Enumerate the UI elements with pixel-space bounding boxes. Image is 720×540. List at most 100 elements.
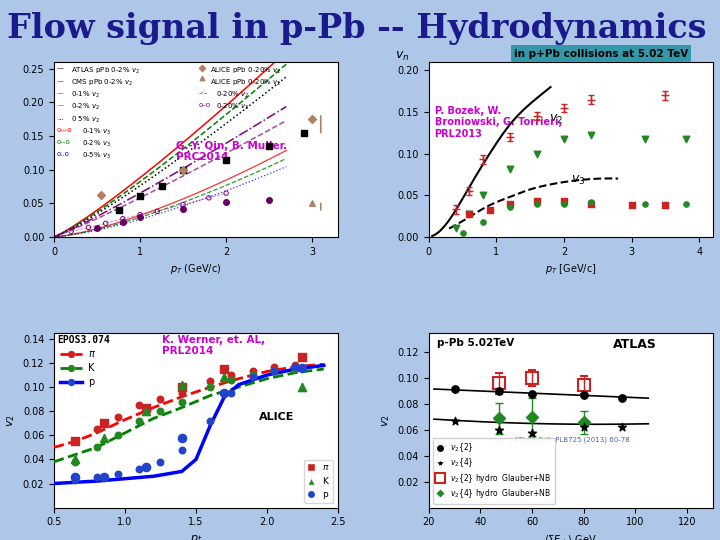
Point [298,129,310,137]
Point [135,212,146,221]
0-2% $v_2$ [50,233,59,240]
Point [269,362,280,371]
Text: K. Werner, et. AL,
PRL2014: K. Werner, et. AL, PRL2014 [162,335,265,356]
0-1% $v_2$ [282,48,291,55]
Text: o—o: o—o [57,127,72,133]
Text: 0-1% $v_2$: 0-1% $v_2$ [71,90,100,100]
0-1% $v_2$ [271,59,279,65]
Point [680,199,691,208]
Text: ALICE pPb 0-20% $v_2$: ALICE pPb 0-20% $v_2$ [210,78,282,88]
Point [177,165,189,174]
Legend: $\pi$, K, p: $\pi$, K, p [305,460,333,503]
0-1% $v_2$ [262,66,271,73]
Point [70,437,81,445]
Point [639,199,651,208]
Point [140,403,152,412]
Point [176,383,187,391]
Line: 0-2% $v_2$: 0-2% $v_2$ [55,64,287,237]
Point [176,397,187,406]
Point [177,165,189,174]
Point [585,131,597,140]
Y-axis label: $v_2$: $v_2$ [380,414,392,427]
Point [492,426,504,434]
0·5% $v_2$ [50,233,59,240]
Point [70,437,81,445]
Point [449,384,460,393]
Text: CMS pPb 0-2% $v_2$: CMS pPb 0-2% $v_2$ [71,78,133,88]
Point [297,363,308,372]
Point [135,210,146,219]
Point [176,446,187,454]
Line: 0-1% $v_2$: 0-1% $v_2$ [55,51,287,237]
Text: 0-20% $v_3$: 0-20% $v_3$ [216,102,250,112]
Point [117,214,129,223]
Point [96,191,107,199]
Point [617,423,629,431]
Point [176,389,187,397]
Point [220,198,232,206]
Point [204,416,216,425]
Point [660,201,671,210]
Point [247,371,258,380]
0·5% $v_2$ [112,198,121,205]
Text: –·–: –·– [199,90,208,96]
Point [133,401,145,409]
0-1% $v_2$ [50,233,59,240]
Point [531,199,543,208]
Point [269,367,280,376]
Point [91,443,102,451]
Text: ...: ... [57,114,63,120]
Text: —: — [57,65,64,72]
Text: $\pi$: $\pi$ [88,349,96,360]
0·5% $v_2$ [65,227,73,233]
Point [558,199,570,208]
Point [247,373,258,382]
Text: 0-2% $v_3$: 0-2% $v_3$ [82,139,112,149]
Point [449,416,460,425]
Point [457,228,469,237]
Point [112,470,124,478]
Point [531,149,543,158]
Point [504,164,516,173]
Point [639,134,651,143]
0·5% $v_2$ [282,73,291,80]
0-2% $v_2$ [65,226,73,233]
Point [504,202,516,211]
0·5% $v_2$ [271,83,279,89]
Point [112,413,124,422]
Point [297,353,308,361]
Point [585,198,597,206]
X-axis label: $p_t$: $p_t$ [190,533,202,540]
Point [526,428,538,437]
0-2% $v_2$ [60,229,68,235]
Point [133,465,145,474]
0-1% $v_2$ [60,228,68,235]
0-1% $v_2$ [112,193,121,199]
0·5% $v_2$ [262,89,271,96]
Point [155,457,166,466]
Point [140,462,152,471]
Point [289,361,301,370]
Point [464,209,475,218]
Point [531,197,543,205]
Point [112,431,124,440]
0·5% $v_2$ [94,210,102,217]
0-2% $v_2$ [94,208,102,214]
Point [504,199,516,208]
0-2% $v_2$ [262,78,271,84]
Point [155,407,166,416]
Point [66,227,77,236]
Point [70,473,81,482]
Point [91,425,102,434]
Point [558,134,570,143]
X-axis label: $p_T$ [GeV/c]: $p_T$ [GeV/c] [545,262,597,276]
Point [204,383,216,391]
Point [155,395,166,403]
X-axis label: $p_T$ (GeV/c): $p_T$ (GeV/c) [171,262,222,276]
Point [450,224,462,233]
Point [264,142,275,151]
Text: o--o: o--o [57,139,71,145]
Point [464,209,475,218]
Point [585,199,597,208]
Point [177,204,189,213]
